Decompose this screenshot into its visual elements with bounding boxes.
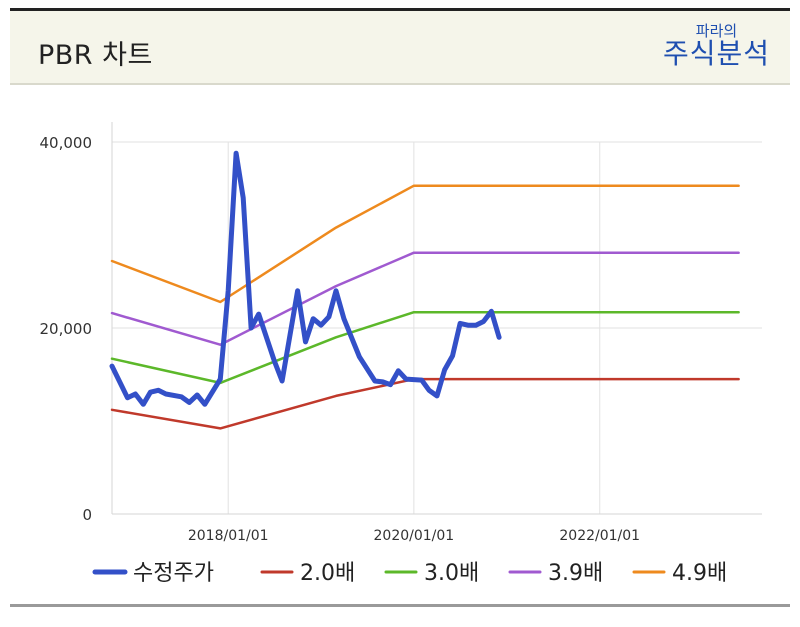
y-tick-label: 0: [82, 506, 92, 524]
panel-header: PBR 차트 파라의 주식분석: [10, 11, 790, 85]
logo-top-text: 파라의: [695, 22, 738, 40]
legend-label-pbr_3_0: 3.0배: [424, 561, 479, 584]
series-line-pbr_4_9: [110, 184, 740, 304]
logo-main-text: 주식분석: [662, 37, 770, 70]
legend-label-price: 수정주가: [133, 561, 214, 584]
series-line-pbr_3_0: [110, 310, 740, 385]
top-rule: [10, 8, 790, 11]
x-tick-label: 2018/01/01: [188, 528, 269, 544]
y-tick-label: 40,000: [40, 134, 93, 152]
brand-logo: 파라의 주식분석: [663, 23, 770, 69]
y-tick-label: 20,000: [40, 320, 93, 338]
legend-label-pbr_4_9: 4.9배: [672, 561, 727, 584]
series-line-pbr_2_0: [110, 377, 740, 430]
legend-label-pbr_3_9: 3.9배: [548, 561, 603, 584]
x-tick-label: 2022/01/01: [559, 528, 640, 544]
pbr-chart: 0 20,000 40,000 2018/01/01 2020/01/01 2022/01…: [0, 84, 800, 586]
bottom-rule: [10, 604, 790, 607]
panel-title: PBR 차트: [38, 40, 153, 71]
series-line-pbr_3_9: [110, 251, 740, 346]
pbr-chart-svg: 0 20,000 40,000 2018/01/01 2020/01/01 2022/01…: [40, 122, 762, 586]
series-line-price: [109, 150, 502, 407]
legend-label-pbr_2_0: 2.0배: [300, 561, 355, 584]
x-tick-label: 2020/01/01: [374, 528, 455, 544]
